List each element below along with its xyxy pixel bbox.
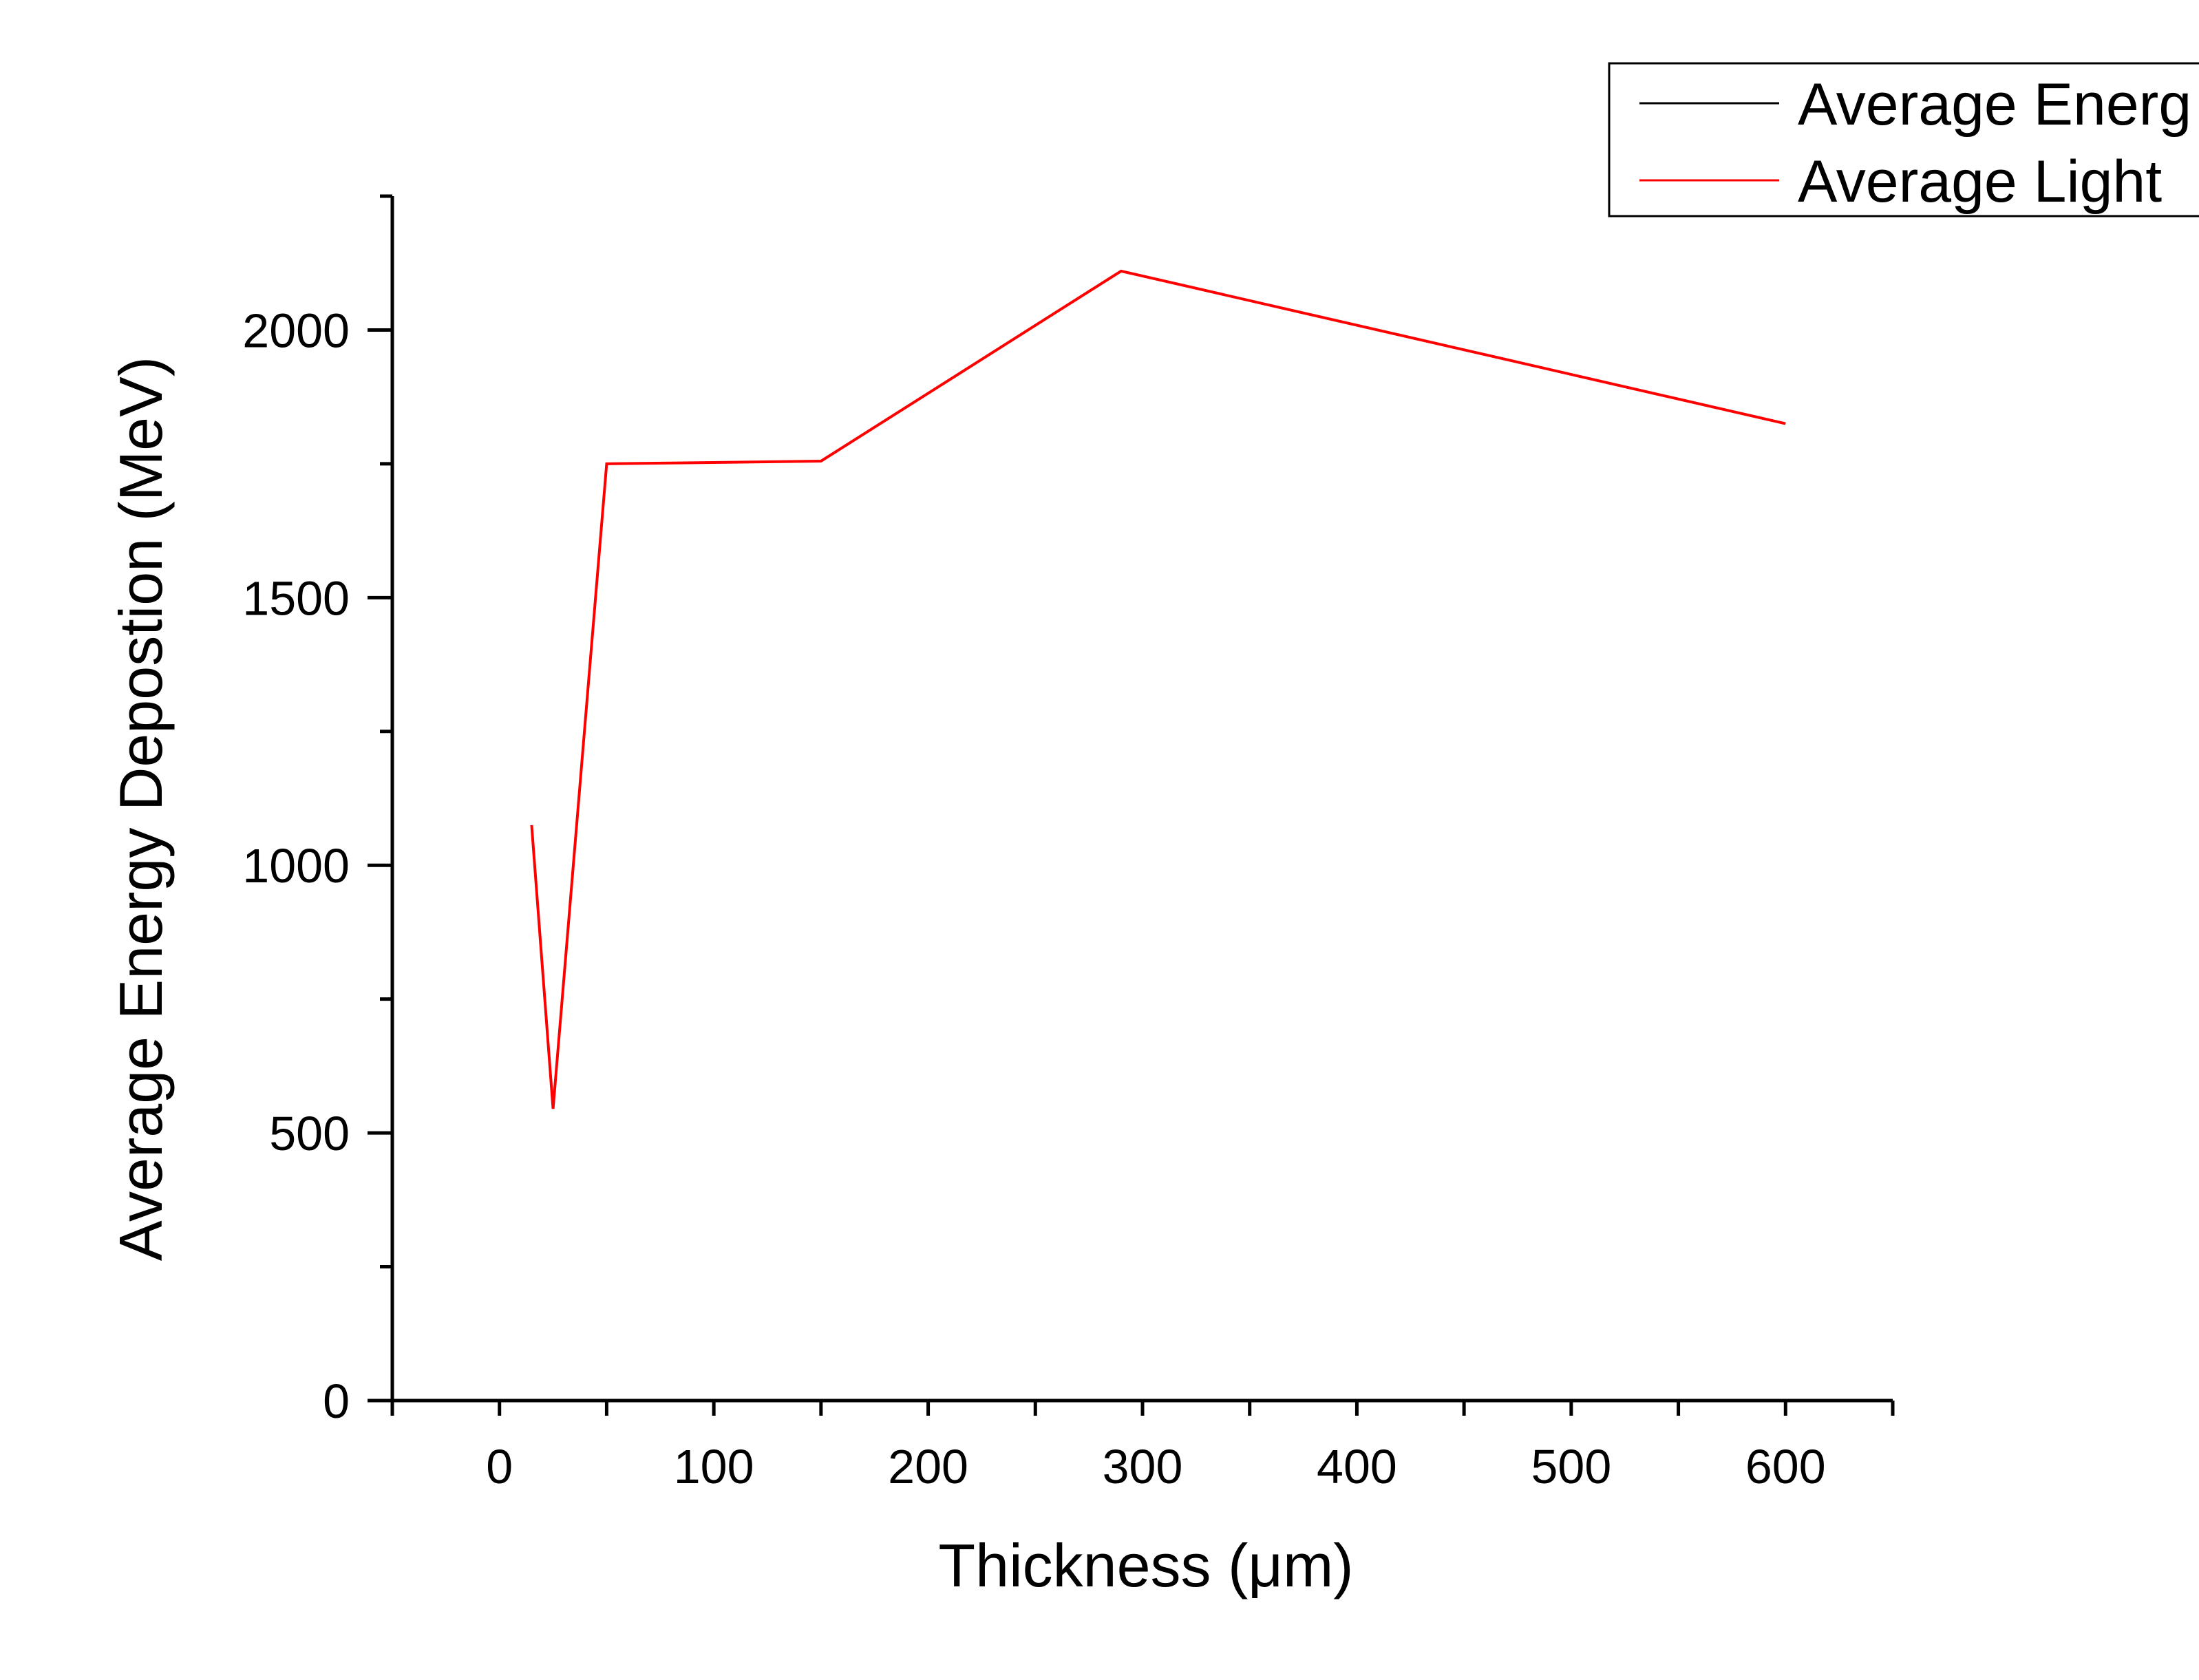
y-tick-label: 1500: [242, 571, 350, 625]
x-tick-label: 0: [486, 1440, 513, 1493]
y-tick-label: 1000: [242, 839, 350, 893]
y-tick-label: 500: [269, 1107, 350, 1160]
x-tick-label: 100: [674, 1440, 754, 1493]
legend-label: Average Light: [1798, 149, 2162, 215]
legend: Average Energ Average Light: [1608, 62, 2199, 217]
legend-box: [1608, 62, 2199, 217]
axes-layer: 0 100 200 300 400 500 600 0 500 1000 1500 2000: [242, 194, 1895, 1493]
x-tick-label: 600: [1745, 1440, 1826, 1493]
series-layer: [530, 269, 1786, 1402]
x-axis-title: Thickness (μm): [938, 1531, 1353, 1599]
x-tick-label: 200: [888, 1440, 968, 1493]
y-tick-label: 2000: [242, 304, 350, 357]
y-axis-title: Average Energy Depostion (MeV): [107, 357, 175, 1261]
x-tick-label: 400: [1317, 1440, 1397, 1493]
y-tick-label: 0: [323, 1374, 350, 1428]
series-line-2: [530, 269, 1786, 1109]
x-tick-label: 300: [1103, 1440, 1183, 1493]
x-tick-label: 500: [1531, 1440, 1611, 1493]
legend-label: Average Energ: [1798, 72, 2191, 138]
